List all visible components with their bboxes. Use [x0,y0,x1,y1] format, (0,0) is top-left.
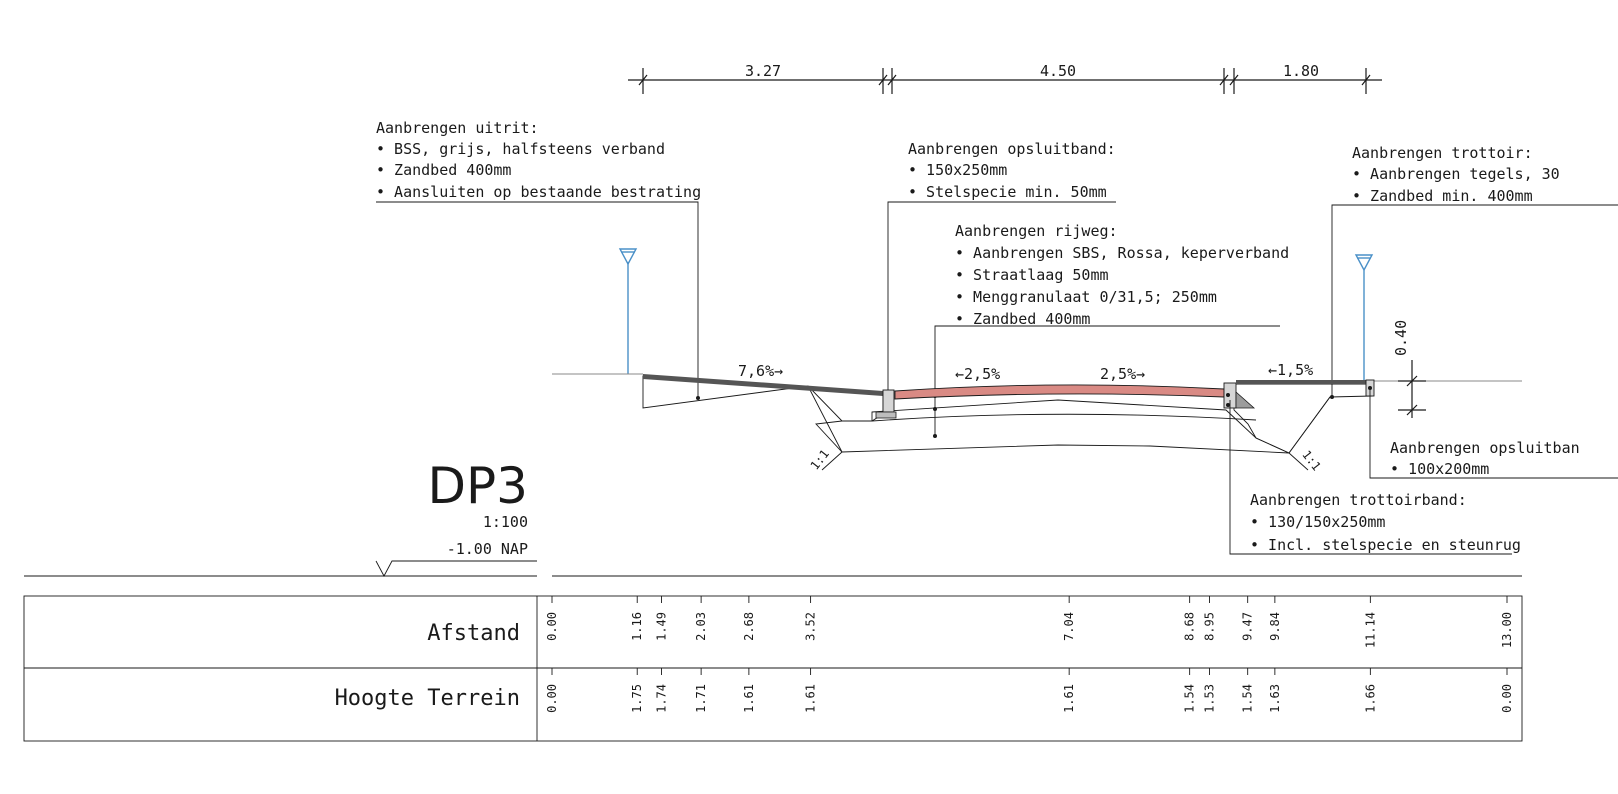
drawing-scale: 1:100 [483,513,528,531]
afstand-value: 9.47 [1241,612,1255,641]
dimension-2: 4.50 [1040,62,1076,80]
drawing-id: DP3 [428,457,528,515]
hoogte-value: 1.53 [1202,684,1216,713]
hoogte-value: 0.00 [1500,684,1514,713]
afstand-value: 8.68 [1183,612,1197,641]
height-dimension: 0.40 [1392,320,1426,418]
hoogte-value: 1.61 [1062,684,1076,713]
drawing-title: DP3 1:100 -1.00 NAP [24,457,1522,577]
cross-section-profile [642,374,1375,454]
row-label-afstand: Afstand [427,621,520,646]
note-rijweg-title: Aanbrengen rijweg: [955,222,1118,240]
dimension-1: 3.27 [745,62,781,80]
row-label-hoogte: Hoogte Terrein [335,686,520,711]
afstand-value: 7.04 [1062,612,1076,641]
top-dimension-line: 3.27 4.50 1.80 [628,62,1382,94]
afstand-value: 0.00 [545,612,559,641]
note-opsluitband: Aanbrengen opsluitband: • 150x250mm • St… [886,140,1116,402]
afstand-value: 1.49 [654,612,668,641]
note-rijweg-item-4: • Zandbed 400mm [955,310,1090,328]
hoogte-value: 1.61 [742,684,756,713]
dimension-3: 1.80 [1283,62,1319,80]
note-uitrit-item-2: • Zandbed 400mm [376,161,511,179]
afstand-value: 11.14 [1363,612,1377,648]
note-rijweg-item-2: • Straatlaag 50mm [955,266,1109,284]
afstand-value: 1.16 [630,612,644,641]
slope-sidewalk: ←1,5% [1268,361,1313,379]
note-opsluitband2-item-1: • 100x200mm [1390,460,1489,478]
profile-table: Afstand Hoogte Terrein 0.00 1.16 1.49 2.03 2… [23,595,1523,742]
hoogte-value: 1.71 [694,684,708,713]
afstand-value: 8.95 [1202,612,1216,641]
hoogte-value: 1.75 [630,684,644,713]
hoogte-value: 1.61 [804,684,818,713]
hoogte-value: 1.54 [1183,684,1197,713]
note-uitrit-item-3: • Aansluiten op bestaande bestrating [376,183,701,201]
note-trottoirband: Aanbrengen trottoirband: • 130/150x250mm… [1229,400,1521,555]
note-opsluitband2-title: Aanbrengen opsluitban [1390,439,1580,457]
water-level-marker-left [618,248,638,374]
hoogte-value: 1.74 [654,684,668,713]
afstand-value: 9.84 [1268,612,1282,641]
afstand-value: 2.68 [742,612,756,641]
afstand-value: 13.00 [1500,612,1514,648]
note-trottoir-item-2: • Zandbed min. 400mm [1352,187,1533,205]
afstand-value: 2.03 [694,612,708,641]
note-rijweg-item-3: • Menggranulaat 0/31,5; 250mm [955,288,1217,306]
note-uitrit-title: Aanbrengen uitrit: [376,119,539,137]
note-uitrit-item-1: • BSS, grijs, halfsteens verband [376,140,665,158]
water-level-marker-right [1354,254,1374,382]
afstand-value: 3.52 [804,612,818,641]
height-dimension-value: 0.40 [1392,320,1410,356]
note-opsluitband-title: Aanbrengen opsluitband: [908,140,1116,158]
note-rijweg-item-1: • Aanbrengen SBS, Rossa, keperverband [955,244,1289,262]
hoogte-value: 1.54 [1241,684,1255,713]
embankment-right: 1:1 [1299,448,1323,474]
hoogte-value: 1.63 [1268,684,1282,713]
slope-road-left: ←2,5% [955,365,1000,383]
slope-road-right: 2,5%→ [1100,365,1145,383]
note-uitrit: Aanbrengen uitrit: • BSS, grijs, halfste… [376,119,701,400]
note-trottoirband-item-2: • Incl. stelspecie en steunrug [1250,536,1521,554]
note-trottoir-item-1: • Aanbrengen tegels, 30 [1352,165,1560,183]
note-rijweg: Aanbrengen rijweg: • Aanbrengen SBS, Ros… [933,222,1289,438]
hoogte-value: 1.66 [1363,684,1377,713]
slope-labels: 7,6%→ ←2,5% 2,5%→ ←1,5% 1:1 1:1 [738,361,1324,473]
note-trottoir: Aanbrengen trottoir: • Aanbrengen tegels… [1330,144,1618,399]
note-opsluitband-item-1: • 150x250mm [908,161,1007,179]
note-trottoirband-title: Aanbrengen trottoirband: [1250,491,1467,509]
note-trottoir-title: Aanbrengen trottoir: [1352,144,1533,162]
note-opsluitband-item-2: • Stelspecie min. 50mm [908,183,1107,201]
note-opsluitband-2: Aanbrengen opsluitban • 100x200mm [1369,390,1618,479]
embankment-left: 1:1 [808,447,832,473]
note-trottoirband-item-1: • 130/150x250mm [1250,513,1385,531]
reference-level: -1.00 NAP [447,540,528,558]
slope-exit: 7,6%→ [738,362,783,380]
table-values: 0.00 1.16 1.49 2.03 2.68 3.52 7.04 8.68 8.95 9.47… [545,596,1514,713]
hoogte-value: 0.00 [545,684,559,713]
